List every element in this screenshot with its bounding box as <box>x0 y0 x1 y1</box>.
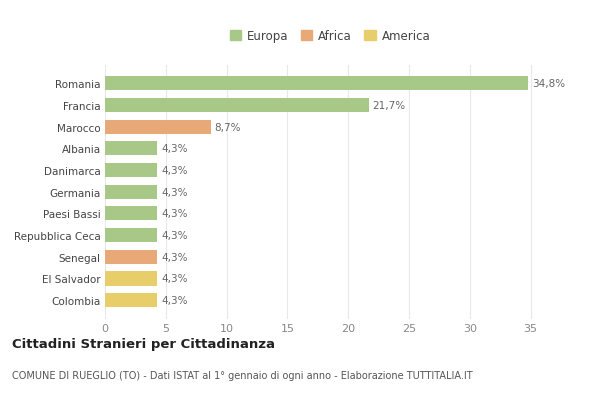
Text: 4,3%: 4,3% <box>161 274 187 284</box>
Bar <box>105 272 157 286</box>
Text: 34,8%: 34,8% <box>532 79 565 89</box>
Text: 4,3%: 4,3% <box>161 187 187 197</box>
Bar <box>105 120 211 134</box>
Text: 4,3%: 4,3% <box>161 295 187 306</box>
Text: 4,3%: 4,3% <box>161 231 187 240</box>
Bar <box>105 229 157 243</box>
Text: COMUNE DI RUEGLIO (TO) - Dati ISTAT al 1° gennaio di ogni anno - Elaborazione TU: COMUNE DI RUEGLIO (TO) - Dati ISTAT al 1… <box>12 370 473 380</box>
Bar <box>105 185 157 199</box>
Text: 21,7%: 21,7% <box>373 101 406 111</box>
Text: 4,3%: 4,3% <box>161 144 187 154</box>
Text: Cittadini Stranieri per Cittadinanza: Cittadini Stranieri per Cittadinanza <box>12 337 275 351</box>
Bar <box>105 250 157 264</box>
Bar <box>105 164 157 178</box>
Bar <box>105 207 157 221</box>
Legend: Europa, Africa, America: Europa, Africa, America <box>225 26 435 48</box>
Text: 4,3%: 4,3% <box>161 209 187 219</box>
Text: 4,3%: 4,3% <box>161 252 187 262</box>
Text: 4,3%: 4,3% <box>161 166 187 175</box>
Bar <box>105 77 528 91</box>
Text: 8,7%: 8,7% <box>214 122 241 132</box>
Bar <box>105 142 157 156</box>
Bar <box>105 293 157 308</box>
Bar <box>105 99 369 113</box>
